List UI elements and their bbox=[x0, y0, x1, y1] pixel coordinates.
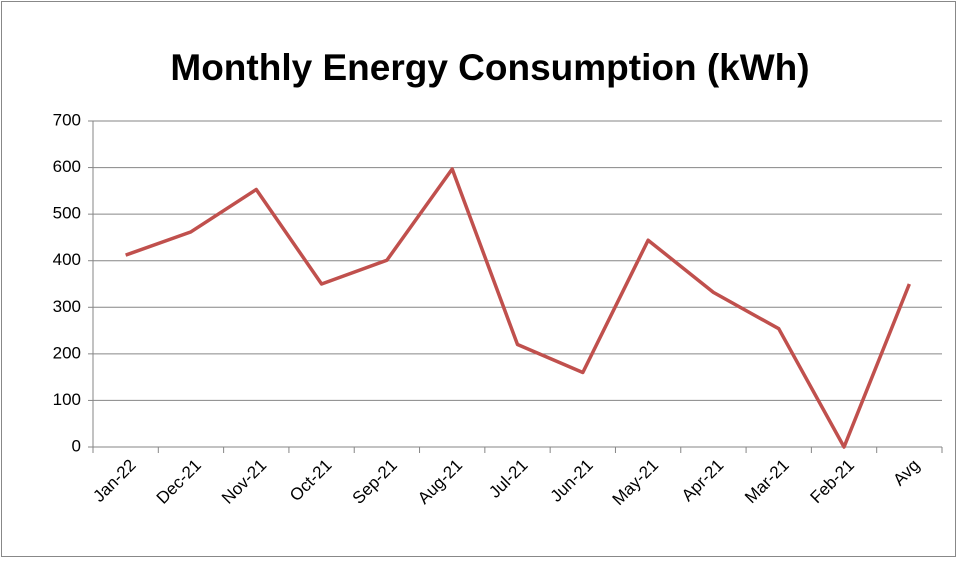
data-line bbox=[125, 167, 911, 449]
y-tick-label: 400 bbox=[53, 250, 81, 269]
y-tick-label: 600 bbox=[53, 157, 81, 176]
y-tick-label: 0 bbox=[72, 436, 81, 455]
y-tick-label: 500 bbox=[53, 204, 81, 223]
y-tick-label: 100 bbox=[53, 390, 81, 409]
y-tick-label: 200 bbox=[53, 343, 81, 362]
y-tick-label: 700 bbox=[53, 110, 81, 129]
chart-title: Monthly Energy Consumption (kWh) bbox=[170, 47, 809, 88]
y-tick-label: 300 bbox=[53, 297, 81, 316]
